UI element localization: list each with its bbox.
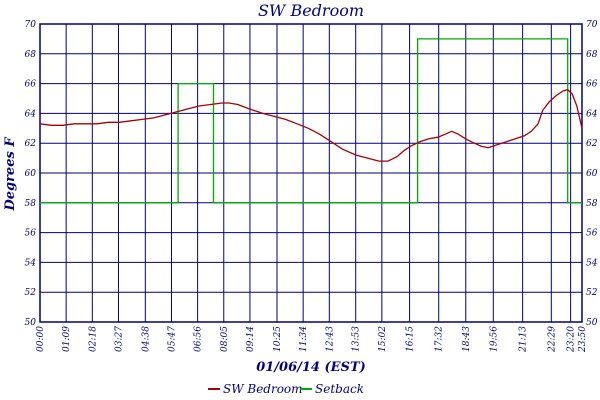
y-axis-label: Degrees F bbox=[3, 137, 18, 212]
sw-bedroom-series-line bbox=[39, 88, 583, 162]
x-tick-label: 05:47 bbox=[167, 326, 177, 352]
setback-series-line bbox=[40, 38, 582, 204]
y-tick-label-right: 68 bbox=[586, 50, 598, 60]
y-tick-labels-left: 50 52 54 56 58 60 62 64 66 68 70 bbox=[25, 20, 37, 328]
x-tick-label: 02:18 bbox=[88, 326, 98, 352]
y-tick-label: 64 bbox=[25, 109, 37, 119]
x-tick-label: 16:15 bbox=[406, 326, 416, 352]
x-tick-label: 18:43 bbox=[462, 326, 472, 352]
x-tick-label: 19:56 bbox=[489, 326, 499, 352]
y-tick-label: 52 bbox=[25, 288, 37, 298]
x-tick-label: 11:34 bbox=[299, 326, 309, 352]
x-tick-label: 21:13 bbox=[519, 326, 529, 353]
x-tick-label: 12:43 bbox=[325, 326, 335, 352]
y-tick-label-right: 66 bbox=[586, 80, 598, 90]
x-tick-label: 09:14 bbox=[246, 326, 256, 352]
y-tick-label-right: 52 bbox=[586, 288, 598, 298]
y-tick-label: 56 bbox=[25, 229, 37, 239]
x-tick-labels: 00:00 01:09 02:18 03:27 04:38 05:47 06:56 08:05… bbox=[36, 326, 588, 353]
y-tick-label: 58 bbox=[25, 199, 37, 209]
x-tick-label: 23:50 bbox=[578, 326, 588, 353]
x-tick-label: 23:20 bbox=[567, 326, 577, 353]
y-tick-label-right: 62 bbox=[586, 139, 598, 149]
y-tick-label-right: 60 bbox=[586, 169, 598, 179]
y-tick-label: 70 bbox=[25, 20, 37, 30]
legend-label: Setback bbox=[315, 382, 364, 396]
x-tick-label: 08:05 bbox=[220, 326, 230, 352]
x-tick-label: 15:02 bbox=[378, 326, 388, 352]
chart-title: SW Bedroom bbox=[258, 1, 364, 20]
y-tick-label-right: 64 bbox=[586, 109, 598, 119]
y-tick-label: 68 bbox=[25, 50, 37, 60]
y-tick-label: 62 bbox=[25, 139, 37, 149]
y-tick-labels-right: 50 52 54 56 58 60 62 64 66 68 70 bbox=[586, 20, 598, 328]
y-tick-label: 66 bbox=[25, 80, 37, 90]
y-tick-label: 50 bbox=[25, 318, 37, 328]
y-tick-label-right: 54 bbox=[586, 258, 598, 268]
y-tick-label-right: 50 bbox=[586, 318, 598, 328]
x-tick-label: 06:56 bbox=[194, 326, 204, 352]
legend: SW Bedroom Setback bbox=[208, 382, 364, 396]
y-tick-label-right: 58 bbox=[586, 199, 598, 209]
x-tick-label: 00:00 bbox=[36, 326, 46, 352]
y-tick-label: 54 bbox=[25, 258, 37, 268]
series-lines bbox=[39, 38, 583, 204]
y-tick-label-right: 56 bbox=[586, 229, 598, 239]
x-tick-label: 13:53 bbox=[352, 326, 362, 352]
x-tick-label: 22:29 bbox=[547, 326, 557, 353]
x-tick-label: 17:32 bbox=[435, 326, 445, 352]
x-tick-label: 03:27 bbox=[114, 326, 124, 352]
x-axis-label: 01/06/14 (EST) bbox=[256, 360, 366, 375]
x-tick-label: 10:25 bbox=[273, 326, 283, 352]
legend-label: SW Bedroom bbox=[223, 382, 303, 396]
x-tick-label: 01:09 bbox=[62, 326, 72, 352]
y-tick-label: 60 bbox=[25, 169, 37, 179]
x-tick-label: 04:38 bbox=[141, 326, 151, 352]
y-tick-label-right: 70 bbox=[586, 20, 598, 30]
